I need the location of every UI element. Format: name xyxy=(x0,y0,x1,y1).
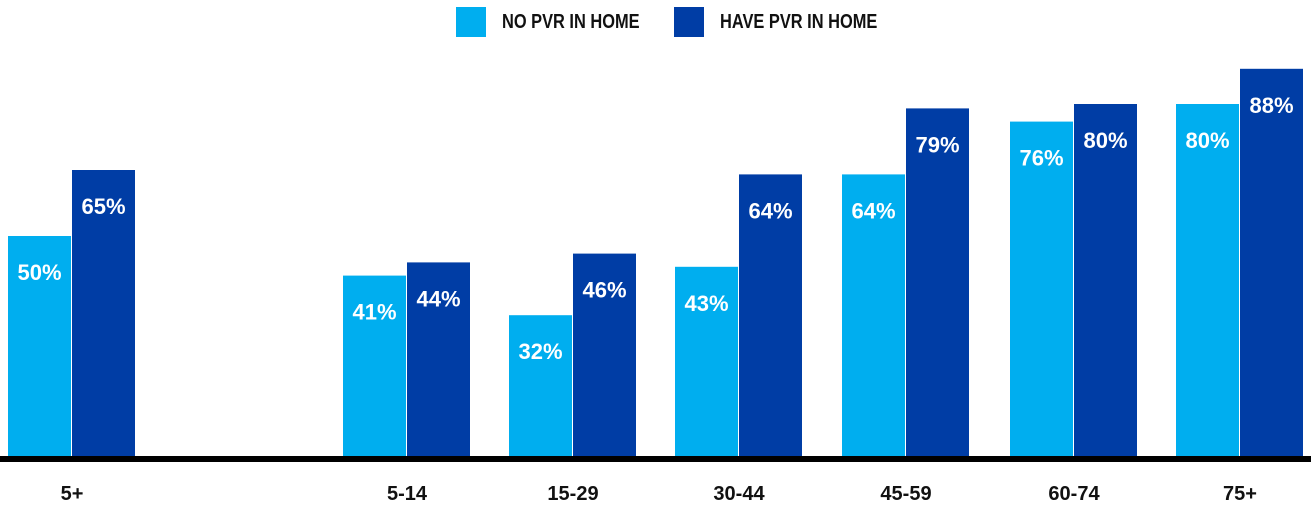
x-tick-label-5+: 5+ xyxy=(61,483,84,505)
legend-swatch-have-pvr xyxy=(674,7,704,37)
bar-no-pvr-5-14 xyxy=(343,275,406,456)
bar-have-pvr-45-59 xyxy=(906,108,969,457)
bar-no-pvr-75+ xyxy=(1176,104,1239,456)
data-label-have-pvr-15-29: 46% xyxy=(582,278,626,303)
data-label-no-pvr-60-74: 76% xyxy=(1019,146,1063,171)
bar-no-pvr-45-59 xyxy=(842,174,905,456)
legend-swatch-no-pvr xyxy=(456,7,486,37)
x-tick-label-75+: 75+ xyxy=(1223,483,1257,505)
data-label-have-pvr-60-74: 80% xyxy=(1083,128,1127,153)
bar-have-pvr-5+ xyxy=(72,170,135,456)
bar-have-pvr-60-74 xyxy=(1074,104,1137,456)
data-label-no-pvr-30-44: 43% xyxy=(684,291,728,316)
data-label-no-pvr-45-59: 64% xyxy=(851,198,895,223)
bar-no-pvr-15-29 xyxy=(509,315,572,456)
x-tick-label-15-29: 15-29 xyxy=(547,483,598,505)
data-label-no-pvr-5-14: 41% xyxy=(352,300,396,325)
bar-have-pvr-15-29 xyxy=(573,253,636,456)
data-label-no-pvr-15-29: 32% xyxy=(518,339,562,364)
bar-no-pvr-30-44 xyxy=(675,266,738,456)
data-label-have-pvr-75+: 88% xyxy=(1249,93,1293,118)
data-label-have-pvr-5+: 65% xyxy=(81,194,125,219)
legend-label-have-pvr: HAVE PVR IN HOME xyxy=(720,10,878,33)
legend: NO PVR IN HOME HAVE PVR IN HOME xyxy=(0,6,1311,38)
data-label-no-pvr-5+: 50% xyxy=(17,260,61,285)
bar-no-pvr-60-74 xyxy=(1010,121,1073,456)
legend-label-no-pvr: NO PVR IN HOME xyxy=(502,10,640,33)
bar-have-pvr-5-14 xyxy=(407,262,470,456)
x-tick-label-60-74: 60-74 xyxy=(1048,483,1100,505)
x-tick-label-5-14: 5-14 xyxy=(387,483,428,505)
legend-item-no-pvr: NO PVR IN HOME xyxy=(456,6,670,38)
bar-have-pvr-75+ xyxy=(1240,68,1303,457)
data-label-no-pvr-75+: 80% xyxy=(1185,128,1229,153)
x-tick-label-45-59: 45-59 xyxy=(880,483,931,505)
data-label-have-pvr-5-14: 44% xyxy=(416,286,460,311)
legend-item-have-pvr: HAVE PVR IN HOME xyxy=(674,6,912,38)
data-label-have-pvr-45-59: 79% xyxy=(915,132,959,157)
x-tick-label-30-44: 30-44 xyxy=(713,483,765,505)
bar-have-pvr-30-44 xyxy=(739,174,802,456)
x-axis-baseline xyxy=(0,456,1311,462)
data-label-have-pvr-30-44: 64% xyxy=(748,198,792,223)
bar-no-pvr-5+ xyxy=(8,236,71,456)
